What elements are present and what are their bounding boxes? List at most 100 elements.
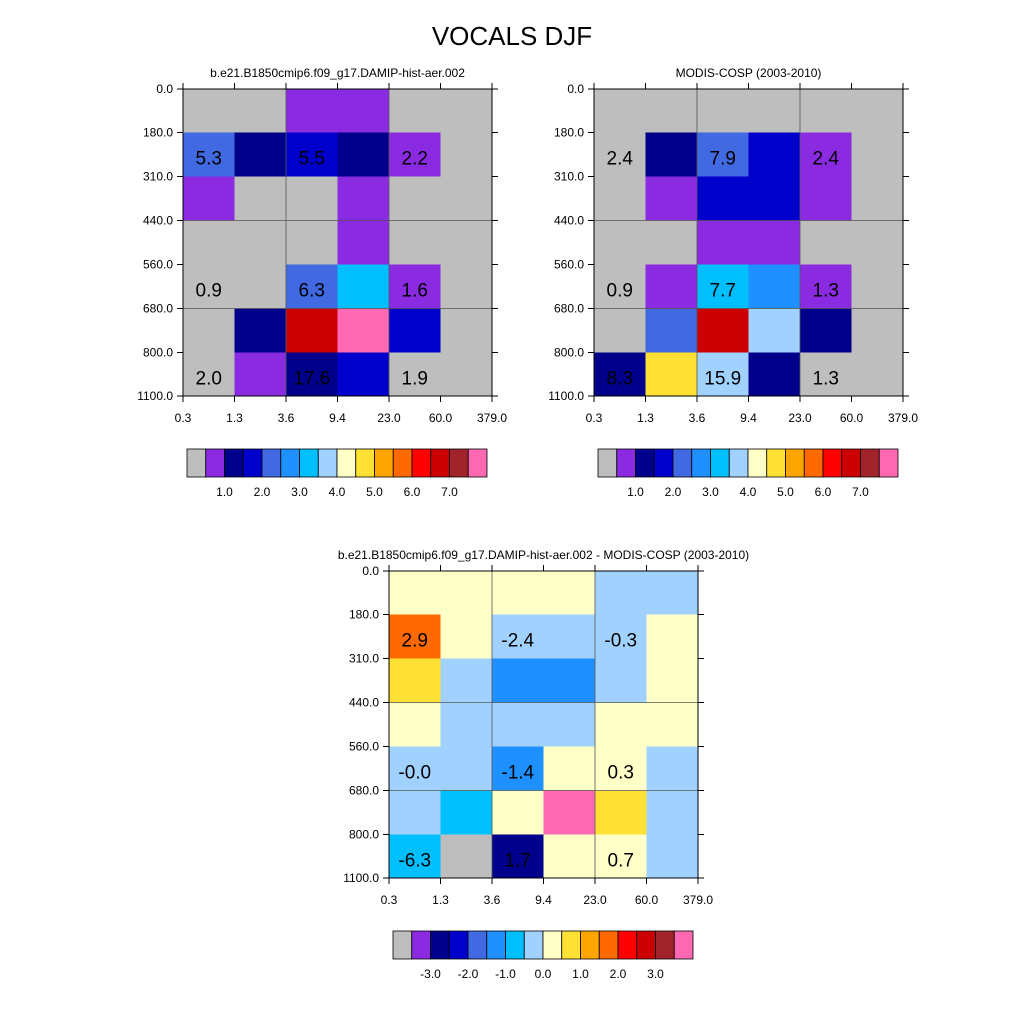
heatmap-cell (646, 702, 699, 747)
colorbar-swatch (467, 448, 488, 478)
colorbar-swatch (728, 448, 749, 478)
heatmap-cell (595, 658, 647, 703)
heatmap-cell (183, 264, 235, 309)
heatmap-cell (800, 352, 852, 397)
x-tick-label: 0.3 (175, 411, 192, 425)
cell-value-label: -1.4 (501, 763, 534, 784)
heatmap-cell (286, 308, 338, 353)
heatmap-cell (697, 176, 749, 221)
colorbar-swatch (392, 930, 413, 960)
heatmap-cell (800, 89, 852, 133)
heatmap-cell (389, 571, 441, 615)
heatmap-cell (492, 834, 544, 879)
heatmap-cell (183, 220, 235, 265)
y-tick-label: 1100.0 (548, 389, 584, 403)
heatmap-cell (800, 132, 852, 177)
heatmap-cell (389, 658, 441, 703)
x-tick-label: 379.0 (683, 893, 713, 907)
y-tick-label: 680.0 (143, 302, 173, 316)
cell-value-label: 1.9 (402, 369, 428, 390)
colorbar-label: 6.0 (404, 485, 421, 499)
heatmap-cell (492, 746, 544, 791)
colorbar-label: 5.0 (366, 485, 383, 499)
heatmap-cell (595, 702, 647, 747)
heatmap-panel-2: MODIS-COSP (2003-2010) 0.0 180.0 310.0 440.0… (548, 66, 918, 499)
colorbar-swatch (785, 448, 805, 478)
heatmap-cell (697, 264, 749, 309)
heatmap-cell (234, 220, 287, 265)
heatmap-cell (645, 308, 698, 353)
cell-value-label: 2.4 (813, 149, 840, 170)
colorbar-swatch (822, 448, 843, 478)
heatmap-cell (595, 746, 647, 791)
colorbar-label: 3.0 (647, 967, 664, 981)
heatmap-cell (337, 220, 390, 265)
x-tick-label: 1.3 (637, 411, 654, 425)
heatmap-cell (697, 308, 749, 353)
colorbar-swatch (392, 448, 413, 478)
colorbar-swatch (186, 448, 207, 478)
heatmap-cell (748, 132, 801, 177)
colorbar-swatch (542, 930, 563, 960)
heatmap-cell (646, 746, 699, 791)
colorbar-swatch (635, 448, 655, 478)
heatmap-cell (389, 834, 441, 879)
colorbar-swatch (860, 448, 880, 478)
heatmap-cell (594, 176, 646, 221)
colorbar-swatch (242, 448, 263, 478)
colorbar-swatch (598, 930, 619, 960)
heatmap-cell (646, 571, 699, 615)
x-tick-label: 60.0 (429, 411, 453, 425)
x-tick-label: 1.3 (226, 411, 243, 425)
x-tick-label: 379.0 (888, 411, 918, 425)
cell-value-label: -0.3 (604, 631, 637, 652)
colorbar: 1.0 2.0 3.0 4.0 5.0 6.0 7.0 (186, 448, 488, 499)
colorbar-swatch (280, 448, 300, 478)
heatmap-panel-1: b.e21.B1850cmip6.f09_g17.DAMIP-hist-aer.… (137, 66, 507, 499)
y-tick-label: 310.0 (349, 652, 379, 666)
colorbar-swatch (467, 930, 488, 960)
heatmap-cell (389, 89, 441, 133)
heatmap-cell (440, 308, 493, 353)
heatmap-cell (595, 834, 647, 879)
cell-value-label: 0.9 (607, 281, 633, 302)
heatmap-cell (594, 352, 646, 397)
heatmap-cell (440, 571, 493, 615)
heatmap-cell (337, 264, 390, 309)
colorbar-swatch (486, 930, 506, 960)
heatmap-cell (440, 352, 493, 397)
heatmap-cell (748, 308, 801, 353)
y-tick-label: 180.0 (143, 126, 173, 140)
heatmap-cell (646, 790, 699, 835)
x-tick-label: 9.4 (329, 411, 346, 425)
heatmap-cell (594, 89, 646, 133)
colorbar-swatch (411, 448, 432, 478)
heatmap-cell (389, 702, 441, 747)
colorbar-swatch (616, 448, 636, 478)
heatmap-cell (389, 176, 441, 221)
y-tick-label: 680.0 (554, 302, 584, 316)
y-tick-label: 440.0 (143, 214, 173, 228)
colorbar-label: 3.0 (702, 485, 719, 499)
panel-subtitle: b.e21.B1850cmip6.f09_g17.DAMIP-hist-aer.… (210, 66, 465, 80)
x-tick-label: 9.4 (740, 411, 757, 425)
heatmap-cell (234, 89, 287, 133)
y-tick-label: 310.0 (554, 170, 584, 184)
heatmap-cell (851, 352, 904, 397)
heatmap-cell (543, 571, 596, 615)
colorbar-label: 4.0 (740, 485, 757, 499)
y-tick-label: 180.0 (349, 608, 379, 622)
colorbar-swatch (317, 448, 338, 478)
colorbar-label: 7.0 (441, 485, 458, 499)
heatmap-cell (286, 352, 338, 397)
colorbar-swatch (355, 448, 375, 478)
heatmap-cell (595, 790, 647, 835)
colorbar-swatch (299, 448, 319, 478)
y-tick-label: 0.0 (156, 82, 173, 96)
cell-value-label: 2.2 (402, 149, 428, 170)
y-tick-label: 800.0 (143, 346, 173, 360)
heatmap-cell (492, 571, 544, 615)
colorbar-swatch (374, 448, 394, 478)
heatmap-cell (183, 132, 235, 177)
cell-value-label: 0.3 (608, 763, 634, 784)
